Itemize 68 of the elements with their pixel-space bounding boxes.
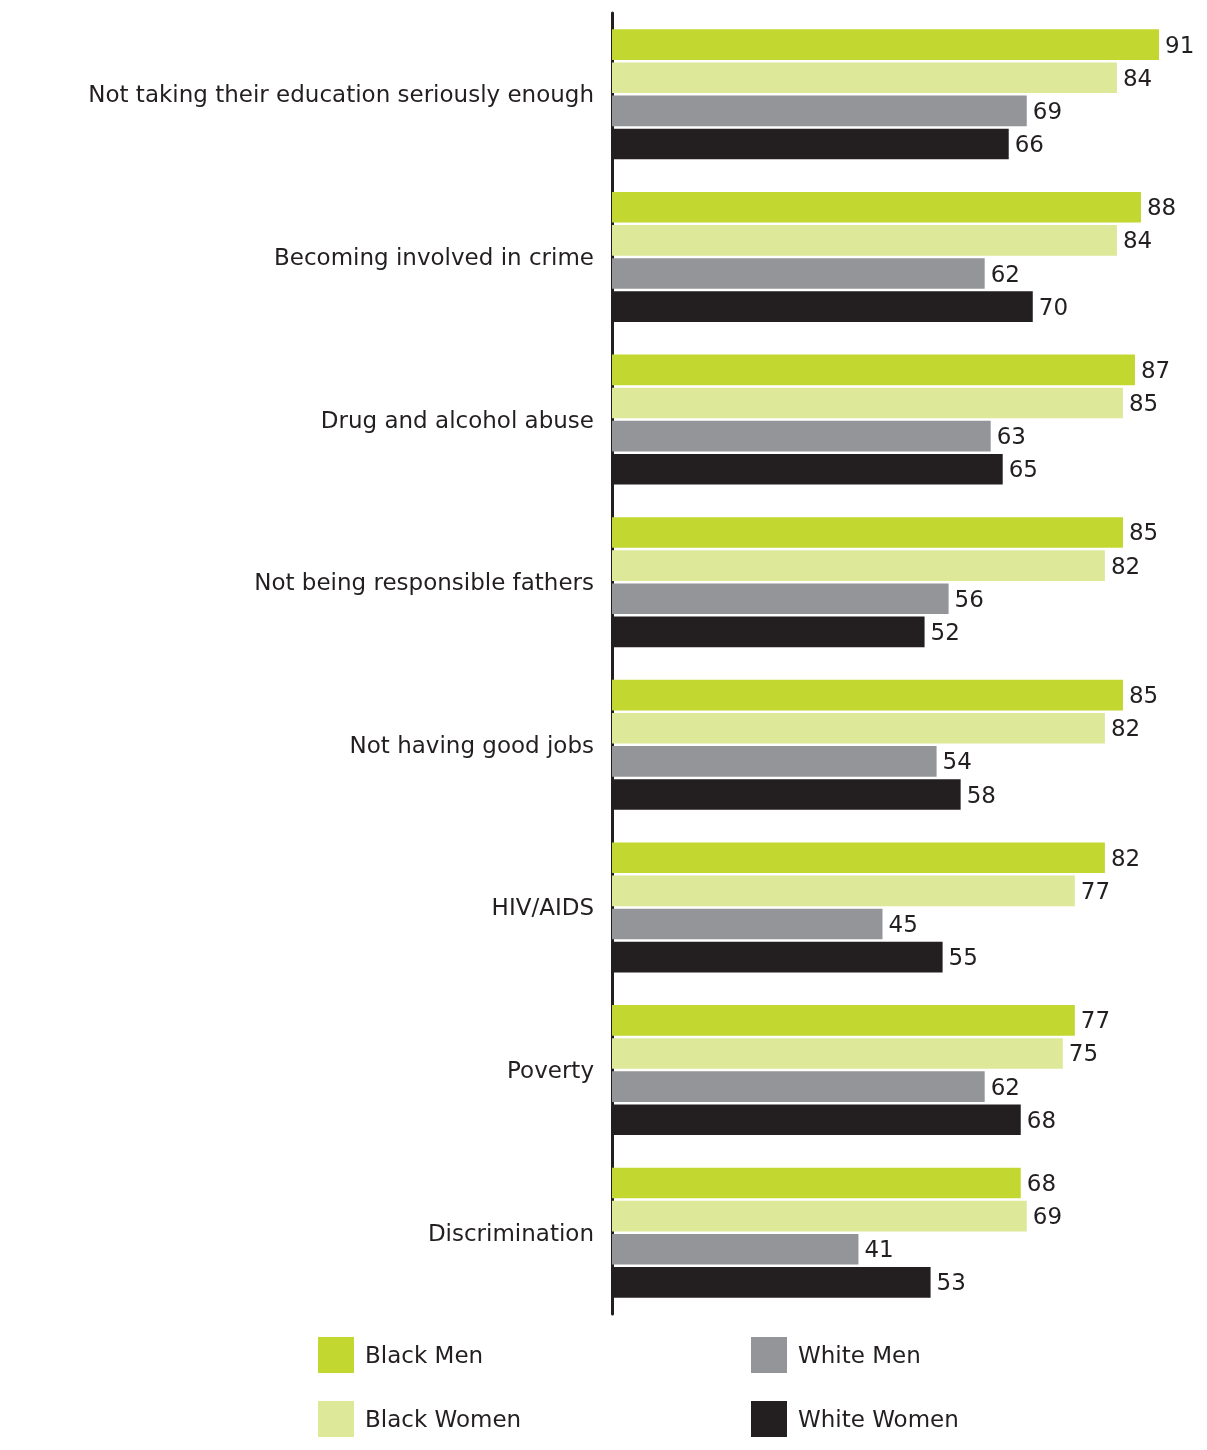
data-label: 88 [1146, 194, 1177, 221]
data-label: 45 [888, 911, 918, 938]
bar [612, 908, 883, 940]
data-label: 68 [1026, 1106, 1057, 1133]
bar [612, 354, 1135, 386]
data-label: 85 [1128, 519, 1159, 546]
bar [612, 95, 1027, 127]
data-label: 85 [1128, 682, 1159, 709]
data-label: 63 [996, 423, 1026, 450]
data-label: 75 [1068, 1040, 1099, 1067]
legend-label: Black Women [365, 1406, 522, 1432]
y-tick-label: Poverty [507, 1057, 594, 1084]
data-label: 87 [1140, 356, 1171, 383]
bar [612, 875, 1075, 907]
y-tick-label: Discrimination [427, 1219, 594, 1246]
bar [612, 1167, 1021, 1199]
data-label: 53 [936, 1269, 966, 1296]
bar [612, 225, 1117, 256]
bar [612, 1071, 985, 1102]
data-label: 66 [1014, 131, 1045, 158]
bar [612, 842, 1105, 874]
data-label: 82 [1110, 844, 1141, 871]
data-label: 58 [966, 781, 996, 808]
data-label: 41 [864, 1236, 894, 1263]
data-label: 62 [990, 260, 1020, 287]
data-label: 84 [1122, 64, 1153, 91]
y-tick-label: Drug and alcohol abuse [320, 406, 594, 433]
legend-label: Black Men [365, 1342, 484, 1368]
data-label: 65 [1008, 456, 1038, 483]
bar [612, 712, 1105, 744]
data-label: 54 [942, 748, 972, 775]
data-label: 62 [990, 1073, 1020, 1100]
data-label: 68 [1026, 1169, 1057, 1196]
legend-label: White Men [798, 1342, 921, 1368]
bar [612, 29, 1159, 60]
y-tick-label: Not taking their education seriously enough [88, 81, 594, 108]
bar [612, 1233, 859, 1265]
data-label: 69 [1032, 97, 1063, 124]
bar [612, 517, 1123, 548]
bar [612, 420, 991, 452]
bar [612, 62, 1117, 94]
bar [612, 679, 1123, 711]
data-label: 77 [1080, 1007, 1111, 1034]
y-tick-label: HIV/AIDS [491, 894, 594, 921]
y-tick-label: Becoming involved in crime [274, 243, 594, 270]
bar [612, 746, 937, 777]
data-label: 69 [1032, 1203, 1063, 1230]
bar [612, 583, 949, 615]
bar [612, 1005, 1075, 1036]
data-label: 85 [1128, 389, 1159, 416]
data-label: 56 [954, 585, 984, 612]
bar [612, 258, 985, 289]
data-label: 82 [1110, 715, 1141, 742]
y-tick-label: Not having good jobs [349, 731, 594, 758]
data-label: 91 [1165, 31, 1195, 58]
bar [612, 1038, 1063, 1069]
data-label: 84 [1122, 227, 1153, 254]
legend-label: White Women [798, 1406, 959, 1432]
data-label: 52 [930, 618, 960, 645]
bar [612, 387, 1123, 419]
bar [612, 191, 1141, 223]
bar [612, 1200, 1027, 1232]
data-label: 55 [948, 944, 978, 971]
y-tick-label: Not being responsible fathers [254, 569, 594, 596]
data-label: 82 [1110, 552, 1141, 579]
data-label: 77 [1080, 877, 1111, 904]
bar [612, 550, 1105, 581]
data-label: 70 [1038, 293, 1069, 320]
